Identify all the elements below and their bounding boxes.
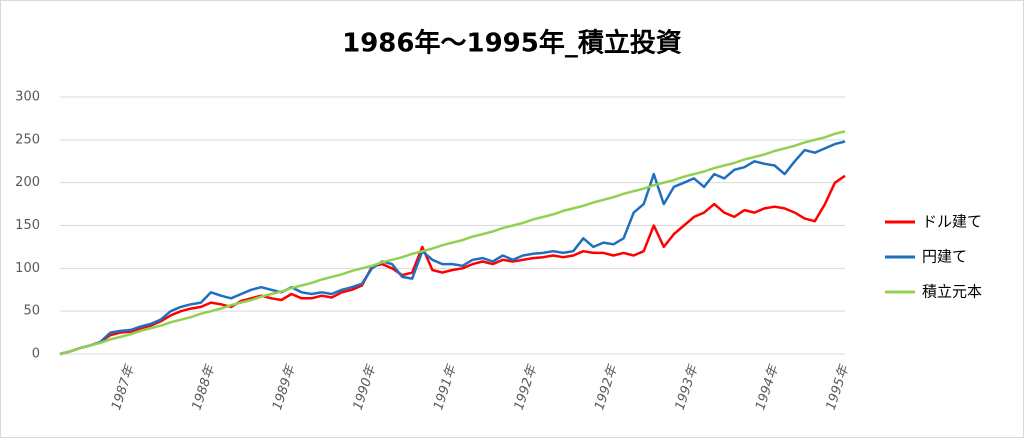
y-tick-label: 250 [15,132,40,147]
legend-label: 積立元本 [922,283,982,301]
series-line [59,174,846,356]
legend-label: ドル建て [922,213,982,231]
series-line [59,140,846,356]
chart-title: 1986年～1995年_積立投資 [342,28,682,59]
y-tick-label: 150 [15,218,40,233]
y-tick-label: 50 [23,304,40,319]
y-tick-label: 0 [32,347,40,362]
y-tick-label: 200 [15,175,40,190]
series-line [59,130,846,356]
legend-label: 円建て [922,248,967,266]
y-tick-label: 100 [15,261,40,276]
y-tick-label: 300 [15,90,40,105]
